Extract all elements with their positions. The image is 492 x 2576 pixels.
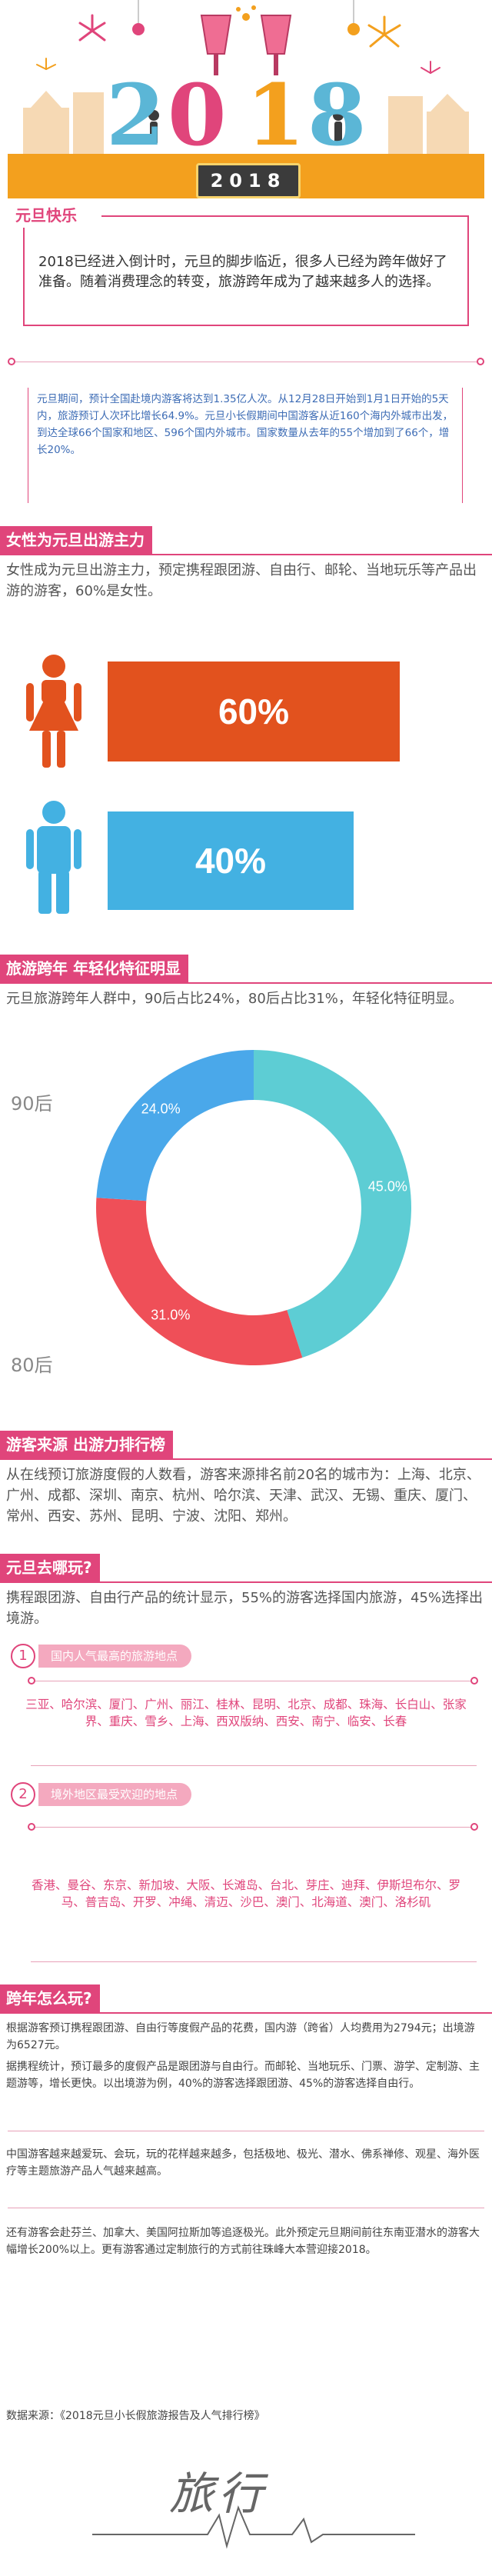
hero-digit-1: 1	[246, 65, 305, 165]
news-box	[28, 388, 463, 503]
intro-text: 2018已经进入倒计时，元旦的脚步临近，很多人已经为跨年做好了准备。随着消费理念…	[38, 254, 447, 290]
donut-label: 31.0%	[151, 1307, 190, 1322]
travel-logo	[92, 2505, 415, 2549]
section-gender-line	[0, 554, 492, 555]
travel-logo-text: 旅行	[169, 2468, 268, 2520]
section-age-line	[0, 982, 492, 984]
female-value: 60%	[218, 691, 290, 731]
intro-box	[23, 215, 469, 326]
divider-dot-left	[8, 358, 15, 365]
data-source: 数据来源：《2018元旦小长假旅游报告及人气排行榜》	[6, 2410, 265, 2422]
sub2-line-bottom	[31, 1961, 477, 1962]
label-80: 80后	[11, 1355, 53, 1376]
hero-digit-0: 0	[168, 65, 227, 165]
donut-slice	[96, 1050, 254, 1201]
domestic-list: 三亚、哈尔滨、厦门、广州、丽江、桂林、昆明、北京、成都、珠海、长白山、张家界、重…	[25, 1698, 467, 1728]
intro-tag-text: 元旦快乐	[15, 206, 77, 225]
badge-1: 1	[11, 1644, 35, 1668]
sub2-line-top	[31, 1827, 477, 1828]
how-p2: 据携程统计，预订最多的度假产品是跟团游与自由行。而邮轮、当地玩乐、门票、游学、定…	[6, 2061, 480, 2090]
overseas-list: 香港、曼谷、东京、新加坡、大阪、长滩岛、台北、芽庄、迪拜、伊斯坦布尔、罗马、普吉…	[31, 1878, 460, 1909]
section-source-title: 游客来源 出游力排行榜	[0, 1431, 173, 1458]
male-value: 40%	[194, 841, 267, 881]
sub1-dot-right	[470, 1677, 478, 1685]
female-icon	[26, 655, 81, 768]
section-how-title: 跨年怎么玩?	[0, 1984, 100, 2012]
section-gender-text: 女性成为元旦出游主力，预定携程跟团游、自由行、邮轮、当地玩乐等产品出游的游客，6…	[6, 562, 477, 599]
badge-2: 2	[11, 1782, 35, 1807]
sub2-dot-left	[28, 1823, 35, 1831]
how-p1: 根据游客预订携程跟团游、自由行等度假产品的花费，国内游（跨省）人均费用为2794…	[6, 2022, 475, 2051]
donut-slice	[95, 1198, 303, 1365]
section-how-line	[0, 2012, 492, 2014]
how-p4: 还有游客会赴芬兰、加拿大、美国阿拉斯加等追逐极光。此外预定元旦期间前往东南亚潜水…	[6, 2227, 480, 2256]
hero-digit-8: 8	[308, 65, 367, 165]
intro-tag: 元旦快乐	[15, 203, 101, 228]
section-age-title: 旅游跨年 年轻化特征明显	[0, 955, 188, 982]
sub1-line-bottom	[31, 1765, 477, 1766]
section-where-line	[0, 1581, 492, 1583]
section-age-text: 元旦旅游跨年人群中，90后占比24%，80后占比31%，年轻化特征明显。	[6, 991, 463, 1007]
label-90: 90后	[11, 1093, 53, 1115]
sub2-dot-right	[470, 1823, 478, 1831]
male-bar: 40%	[108, 811, 354, 910]
section-gender-title: 女性为元旦出游主力	[0, 526, 152, 554]
section-where-title: 元旦去哪玩?	[0, 1554, 100, 1581]
hero-digit-2: 2	[106, 65, 165, 165]
how-p3: 中国游客越来越爱玩、会玩，玩的花样越来越多，包括极地、极光、潜水、佛系禅修、观星…	[6, 2148, 480, 2178]
sub1-title: 国内人气最高的旅游地点	[38, 1645, 192, 1668]
male-icon	[26, 801, 81, 914]
sub2-title: 境外地区最受欢迎的地点	[38, 1783, 192, 1806]
female-bar: 60%	[108, 661, 400, 761]
news-text: 元旦期间，预计全国赴境内游客将达到1.35亿人次。从12月28日开始到1月1日开…	[37, 393, 454, 456]
sub1-dot-left	[28, 1677, 35, 1685]
section-where-text: 携程跟团游、自由行产品的统计显示，55%的游客选择国内旅游，45%选择出境游。	[6, 1590, 484, 1627]
divider-dot-right	[477, 358, 484, 365]
donut-slice	[254, 1050, 411, 1358]
section-source-line	[0, 1458, 492, 1460]
hero-illustration	[23, 0, 469, 154]
donut-label: 24.0%	[141, 1101, 181, 1116]
hero-banner: 2 0 1 8 2018	[0, 0, 492, 206]
year-badge: 2018	[196, 163, 301, 198]
donut-label: 45.0%	[368, 1178, 407, 1194]
section-source-text: 从在线预订旅游度假的人数看，游客来源排名前20名的城市为：上海、北京、广州、成都…	[6, 1467, 480, 1525]
age-donut-chart: 45.0% 31.0% 24.0%	[95, 1050, 411, 1365]
